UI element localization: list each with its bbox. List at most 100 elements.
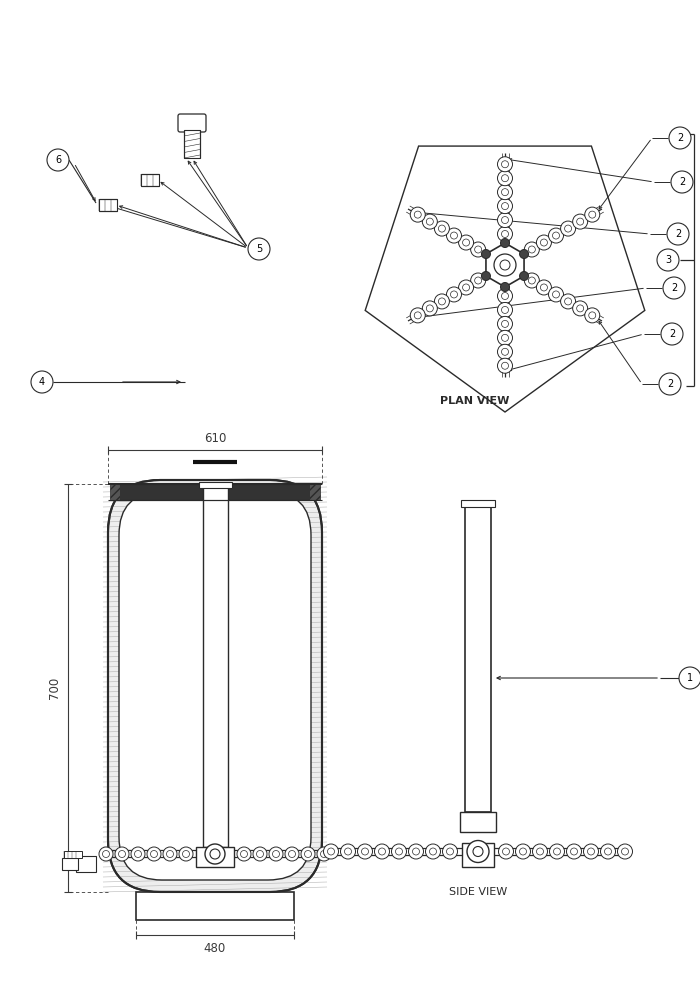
Circle shape [463, 239, 470, 246]
Circle shape [498, 213, 512, 228]
Circle shape [528, 277, 536, 284]
Circle shape [524, 273, 539, 288]
Circle shape [205, 844, 225, 864]
Circle shape [317, 847, 331, 861]
Circle shape [519, 848, 526, 855]
Bar [120, 484, 310, 500]
Circle shape [601, 844, 615, 859]
Circle shape [414, 211, 421, 218]
Circle shape [447, 848, 454, 855]
Circle shape [447, 287, 461, 302]
Text: 610: 610 [204, 432, 226, 445]
Circle shape [501, 320, 508, 327]
Circle shape [584, 844, 598, 859]
Circle shape [470, 242, 486, 257]
Circle shape [589, 211, 596, 218]
Bar [110, 484, 320, 500]
Circle shape [426, 844, 440, 859]
Circle shape [374, 844, 389, 859]
Circle shape [256, 850, 263, 857]
Circle shape [501, 334, 508, 341]
Circle shape [253, 847, 267, 861]
Circle shape [410, 308, 425, 323]
Circle shape [498, 316, 512, 331]
Circle shape [667, 223, 689, 245]
Circle shape [426, 218, 433, 225]
Circle shape [577, 305, 584, 312]
Circle shape [47, 149, 69, 171]
Circle shape [498, 302, 512, 317]
Circle shape [451, 232, 458, 239]
Bar [461, 500, 495, 507]
Circle shape [248, 238, 270, 260]
Circle shape [340, 844, 356, 859]
Circle shape [617, 844, 633, 859]
Circle shape [501, 292, 508, 300]
Circle shape [550, 844, 564, 859]
Circle shape [435, 294, 449, 309]
Bar [136, 892, 294, 920]
Circle shape [605, 848, 612, 855]
Bar [76, 856, 96, 872]
Circle shape [587, 848, 594, 855]
Circle shape [501, 348, 508, 355]
Circle shape [561, 294, 575, 309]
Circle shape [442, 844, 458, 859]
Circle shape [395, 848, 402, 855]
Circle shape [475, 246, 482, 253]
Circle shape [503, 848, 510, 855]
Circle shape [584, 308, 600, 323]
Circle shape [210, 849, 220, 859]
Text: 480: 480 [204, 942, 226, 955]
Circle shape [498, 157, 512, 172]
Circle shape [473, 846, 483, 856]
Circle shape [500, 260, 510, 270]
Circle shape [447, 228, 461, 243]
Circle shape [438, 225, 445, 232]
Circle shape [498, 171, 512, 186]
Circle shape [288, 850, 295, 857]
Circle shape [501, 306, 508, 313]
Circle shape [498, 344, 512, 359]
Circle shape [241, 850, 248, 857]
Circle shape [566, 844, 582, 859]
Circle shape [391, 844, 407, 859]
Text: 5: 5 [256, 244, 262, 254]
Circle shape [467, 840, 489, 862]
Circle shape [565, 298, 572, 305]
Circle shape [561, 221, 575, 236]
Circle shape [410, 207, 425, 222]
Text: 700: 700 [48, 677, 61, 699]
Circle shape [304, 850, 312, 857]
Circle shape [498, 227, 512, 241]
Text: 2: 2 [669, 329, 675, 339]
Circle shape [379, 848, 386, 855]
Circle shape [118, 850, 125, 857]
Circle shape [501, 161, 508, 168]
Circle shape [501, 362, 508, 369]
Text: 3: 3 [665, 255, 671, 265]
Circle shape [501, 189, 508, 196]
Circle shape [301, 847, 315, 861]
Circle shape [269, 847, 283, 861]
Circle shape [99, 847, 113, 861]
Circle shape [554, 848, 561, 855]
Circle shape [102, 850, 109, 857]
Circle shape [167, 850, 174, 857]
Circle shape [565, 225, 572, 232]
Circle shape [501, 217, 508, 224]
Circle shape [515, 844, 531, 859]
Circle shape [470, 273, 486, 288]
Circle shape [463, 284, 470, 291]
Circle shape [533, 844, 547, 859]
Text: 1: 1 [687, 673, 693, 683]
Bar [184, 130, 200, 158]
Bar [465, 502, 491, 812]
Circle shape [584, 207, 600, 222]
Circle shape [528, 246, 536, 253]
Circle shape [498, 358, 512, 373]
Circle shape [577, 218, 584, 225]
Circle shape [358, 844, 372, 859]
Circle shape [31, 371, 53, 393]
Circle shape [501, 203, 508, 210]
